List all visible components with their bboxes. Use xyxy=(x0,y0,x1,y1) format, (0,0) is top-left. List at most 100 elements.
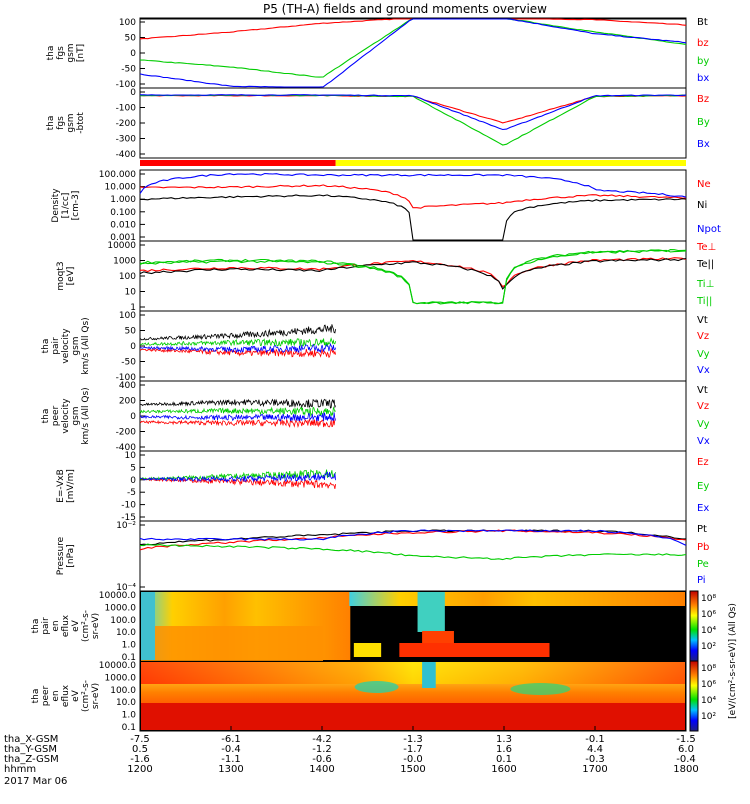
y-tick-label: -5 xyxy=(127,488,136,498)
y-axis-label: (cm²-s- xyxy=(81,610,91,642)
y-tick-label: 10.000 xyxy=(105,183,137,193)
series-line-Te|| xyxy=(139,257,687,290)
y-tick-label: 1.0 xyxy=(122,711,137,721)
y-tick-label: -100 xyxy=(116,373,137,383)
y-tick-label: -100 xyxy=(116,104,137,114)
legend-entry: bx xyxy=(697,73,709,84)
legend-entry: Te|| xyxy=(696,259,714,270)
y-axis-label: peer xyxy=(51,405,61,426)
series-line-Npot xyxy=(139,172,687,198)
footer-value: -1.6 xyxy=(130,754,150,765)
y-tick-label: 0 xyxy=(130,476,136,486)
mode-bar-red xyxy=(140,160,336,166)
footer-value: 1600 xyxy=(491,764,516,775)
y-tick-label: 100 xyxy=(119,18,136,28)
pair-spectrogram-band xyxy=(141,592,155,660)
y-axis-label: peer xyxy=(41,685,51,706)
y-axis-label: [1/cc] xyxy=(61,193,71,219)
y-axis-label: [cm-3] xyxy=(71,191,81,221)
y-tick-label: 10.0 xyxy=(116,628,136,638)
legend-entry: Ey xyxy=(697,481,709,492)
pair-spectrogram-band xyxy=(399,643,550,657)
peer-spectrogram-band xyxy=(141,703,685,730)
y-tick-label: 10 xyxy=(125,451,137,461)
y-axis-label: Pressure xyxy=(56,536,66,575)
series-line-Pi xyxy=(139,529,687,546)
panel-frame xyxy=(139,450,687,522)
footer-date: 2017 Mar 06 xyxy=(4,776,67,787)
y-tick-label: 0 xyxy=(130,342,136,352)
y-axis-label: velocity xyxy=(61,328,71,364)
y-axis-label: velocity xyxy=(61,398,71,434)
footer-value: -0.3 xyxy=(585,754,605,765)
y-tick-label: -200 xyxy=(116,428,137,438)
legend-entry: Vz xyxy=(697,331,709,342)
y-axis-label: moqt3 xyxy=(56,261,66,290)
y-axis-label: sr-eV) xyxy=(91,683,101,709)
footer-value: 1.6 xyxy=(496,744,512,755)
colorbar-tick: 10⁴ xyxy=(701,626,716,636)
y-axis-label: gsm xyxy=(66,43,76,62)
footer-value: -1.5 xyxy=(676,734,696,745)
y-axis-label: tha xyxy=(31,619,41,634)
series-line-Ti|| xyxy=(139,249,687,305)
y-tick-label: 100 xyxy=(119,311,136,321)
y-tick-label: -400 xyxy=(116,443,137,453)
peer-spectrogram-band xyxy=(141,662,685,684)
y-tick-label: 0.1 xyxy=(122,653,136,663)
legend-entry: Bt xyxy=(697,17,708,28)
series-line-by xyxy=(139,18,687,78)
legend-entry: Vt xyxy=(697,385,708,396)
legend-entry: Pe xyxy=(697,559,709,570)
y-axis-label: tha xyxy=(31,689,41,704)
y-axis-label: pair xyxy=(41,617,51,635)
series-line-By xyxy=(140,94,687,146)
y-axis-label: Density xyxy=(51,188,61,223)
legend-entry: Vt xyxy=(697,315,708,326)
series-line-Vx xyxy=(140,342,336,354)
series-line-Bx xyxy=(140,94,687,131)
legend-entry: by xyxy=(697,56,709,67)
legend-entry: Vz xyxy=(697,401,709,412)
y-tick-label: 10⁻² xyxy=(116,521,136,531)
y-axis-label: [mV/m] xyxy=(66,469,76,503)
y-tick-label: -15 xyxy=(121,513,136,523)
colorbar-tick: 10⁸ xyxy=(701,664,716,674)
y-axis-label: pair xyxy=(51,337,61,355)
footer-value: 0.5 xyxy=(132,744,148,755)
footer-value: -0.4 xyxy=(676,754,696,765)
footer-value: 6.0 xyxy=(678,744,694,755)
y-tick-label: 1.0 xyxy=(122,641,137,651)
y-axis-label: eflux xyxy=(61,614,71,637)
y-tick-label: 50 xyxy=(125,327,137,337)
y-axis-label: gsm xyxy=(66,113,76,132)
series-line-Vy xyxy=(139,337,336,347)
legend-entry: Bx xyxy=(697,139,710,150)
footer-value: 1500 xyxy=(400,764,425,775)
legend-entry: Te⊥ xyxy=(696,242,716,253)
y-axis-label: tha xyxy=(41,409,51,424)
legend-entry: Ti⊥ xyxy=(696,279,714,290)
y-tick-label: 0.1 xyxy=(122,723,136,733)
series-line-Bz xyxy=(139,94,687,124)
y-axis-label: tha xyxy=(41,339,51,354)
series-line-Vy xyxy=(139,406,336,417)
legend-entry: Vy xyxy=(697,349,710,360)
y-tick-label: 1000 xyxy=(113,257,136,267)
series-line-Pe xyxy=(139,543,687,561)
y-axis-label: tha xyxy=(46,46,56,61)
y-tick-label: 0 xyxy=(130,88,136,98)
y-tick-label: 0.100 xyxy=(110,208,136,218)
footer-value: -0.6 xyxy=(312,754,332,765)
y-tick-label: 10⁻⁴ xyxy=(116,583,136,593)
y-axis-label: E=-VxB xyxy=(56,469,66,503)
y-tick-label: -100 xyxy=(116,80,137,90)
y-tick-label: 0.001 xyxy=(110,233,136,243)
legend-entry: bz xyxy=(697,38,709,49)
footer-value: 1200 xyxy=(127,764,152,775)
series-line-Vz xyxy=(139,418,336,429)
y-axis-label: [eV] xyxy=(66,267,76,286)
footer-value: -6.1 xyxy=(221,734,241,745)
colorbar-tick: 10² xyxy=(701,712,716,722)
